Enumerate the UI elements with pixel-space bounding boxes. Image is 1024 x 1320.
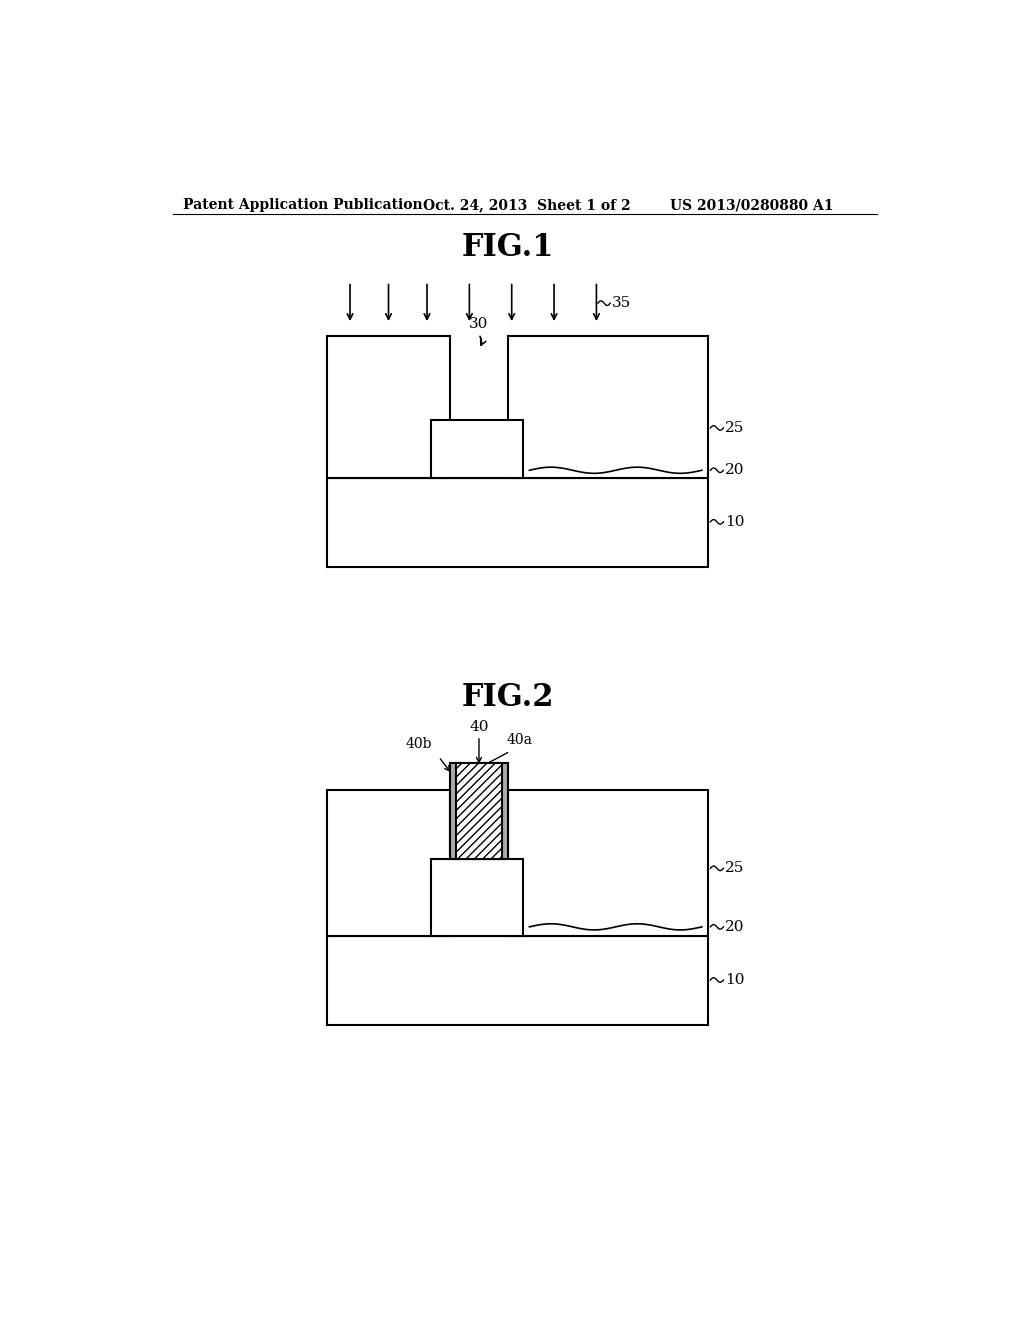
Text: 25: 25 xyxy=(725,862,744,875)
Text: 20: 20 xyxy=(725,920,744,933)
Bar xyxy=(456,763,503,859)
Bar xyxy=(508,789,708,936)
Text: 20: 20 xyxy=(725,463,744,478)
Bar xyxy=(327,789,451,936)
Text: 10: 10 xyxy=(725,515,744,529)
Text: 40b: 40b xyxy=(406,738,432,751)
Text: 10: 10 xyxy=(725,973,744,987)
Bar xyxy=(327,335,451,478)
Bar xyxy=(327,478,708,566)
Text: US 2013/0280880 A1: US 2013/0280880 A1 xyxy=(670,198,834,213)
Text: 25: 25 xyxy=(725,421,744,434)
Text: 30: 30 xyxy=(469,317,488,331)
Bar xyxy=(508,335,708,478)
Text: 35: 35 xyxy=(611,296,631,310)
Bar xyxy=(327,936,708,1024)
Bar xyxy=(431,420,523,478)
Text: FIG.2: FIG.2 xyxy=(462,682,554,713)
Text: 40a: 40a xyxy=(506,734,532,747)
Bar xyxy=(431,859,523,936)
Text: FIG.1: FIG.1 xyxy=(462,231,554,263)
Text: Oct. 24, 2013  Sheet 1 of 2: Oct. 24, 2013 Sheet 1 of 2 xyxy=(423,198,631,213)
Text: 40: 40 xyxy=(469,719,488,734)
Bar xyxy=(451,763,508,859)
Text: Patent Application Publication: Patent Application Publication xyxy=(183,198,423,213)
